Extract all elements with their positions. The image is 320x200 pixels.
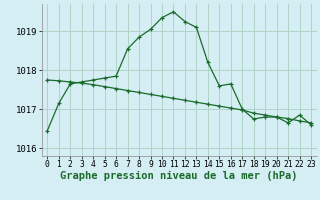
X-axis label: Graphe pression niveau de la mer (hPa): Graphe pression niveau de la mer (hPa) (60, 171, 298, 181)
